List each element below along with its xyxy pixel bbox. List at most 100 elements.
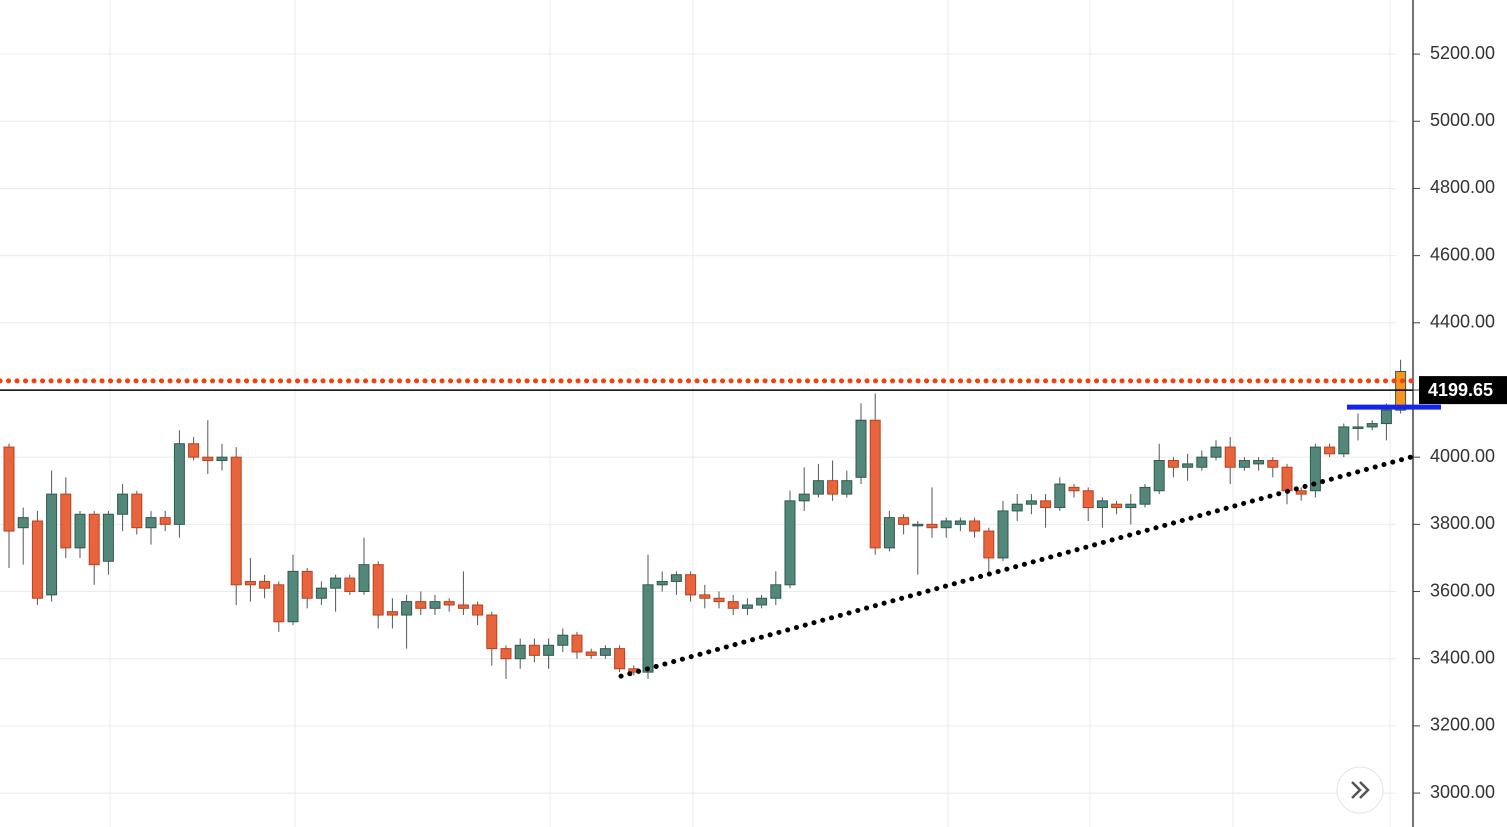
candle-body xyxy=(173,443,185,525)
candle-body xyxy=(17,517,29,529)
candle-body xyxy=(883,517,895,549)
candle-body xyxy=(1082,490,1094,509)
x-grid xyxy=(109,0,1391,827)
y-tick-label: 4400.00 xyxy=(1430,312,1495,332)
candle-body xyxy=(301,570,313,599)
candle-body xyxy=(1153,460,1165,492)
candle-body xyxy=(3,446,15,532)
candle-body xyxy=(940,520,952,529)
candle-body xyxy=(88,513,100,566)
candle-body xyxy=(287,570,299,623)
candle-body xyxy=(429,601,441,609)
candle-body xyxy=(230,456,242,586)
candle-body xyxy=(1025,500,1037,505)
candle-body xyxy=(500,648,512,660)
candle-body xyxy=(401,601,413,616)
candle-body xyxy=(656,580,668,586)
candle-body xyxy=(358,564,370,593)
candle-body xyxy=(557,634,569,646)
candle-body xyxy=(117,493,129,515)
plot: 3000.00 3200.00 3400.00 3600.00 3800.00 4000.… xyxy=(0,43,1507,802)
scroll-button[interactable] xyxy=(1336,766,1384,814)
y-tick-label: 5200.00 xyxy=(1430,43,1495,63)
candle-body xyxy=(1139,486,1151,505)
candle-body xyxy=(784,500,796,586)
candle-body xyxy=(46,493,58,596)
candle-body xyxy=(74,513,86,549)
candle-body xyxy=(60,493,72,549)
candle-body xyxy=(969,520,981,532)
candle-body xyxy=(585,651,597,656)
candle-body xyxy=(1267,460,1279,468)
candle-body xyxy=(727,601,739,609)
candle-body xyxy=(1040,500,1052,509)
candle-body xyxy=(954,520,966,525)
candle-body xyxy=(1011,503,1023,512)
candle-body xyxy=(202,456,214,462)
candle-body xyxy=(1196,456,1208,468)
candle-body xyxy=(1182,463,1194,468)
candle-body xyxy=(997,510,1009,559)
candle-body xyxy=(244,580,256,586)
candle-body xyxy=(713,597,725,603)
candle-body xyxy=(145,517,157,529)
candle-body xyxy=(415,601,427,609)
candle-body xyxy=(159,517,171,525)
candle-body xyxy=(486,614,498,650)
candle-body xyxy=(841,480,853,495)
candle-body xyxy=(528,644,540,656)
scroll-button-icon[interactable] xyxy=(1351,781,1370,799)
y-tick-label: 3800.00 xyxy=(1430,513,1495,533)
candle-body xyxy=(1253,460,1265,465)
candle-body xyxy=(642,584,654,673)
candle-body xyxy=(514,644,526,660)
candle-body xyxy=(1366,423,1378,428)
candle-body xyxy=(699,594,711,599)
candle-body xyxy=(188,443,200,458)
candle-body xyxy=(741,604,753,609)
candle-body xyxy=(926,523,938,529)
y-tick-label: 4000.00 xyxy=(1430,446,1495,466)
candle-body xyxy=(443,601,455,606)
candle-body xyxy=(756,597,768,606)
candle-body xyxy=(1224,446,1236,468)
last-price-label: 4199.65 xyxy=(1428,380,1493,400)
candle-body xyxy=(1324,446,1336,455)
candle-body xyxy=(812,480,824,495)
candle-body xyxy=(1125,503,1137,509)
candle-body xyxy=(670,574,682,582)
candle-body xyxy=(1295,490,1307,495)
candle-body xyxy=(472,604,484,616)
candle-body xyxy=(827,480,839,495)
candle-body xyxy=(259,580,271,589)
candle-body xyxy=(330,577,342,589)
y-tick-label: 5000.00 xyxy=(1430,110,1495,130)
candle-body xyxy=(386,611,398,616)
y-tick-label: 3000.00 xyxy=(1430,782,1495,802)
candle-body xyxy=(315,587,327,599)
trendline xyxy=(618,454,1414,679)
candle-body xyxy=(571,634,583,653)
candle-body xyxy=(543,644,555,656)
candle-body xyxy=(614,648,626,670)
candle-body xyxy=(344,577,356,593)
candle-body xyxy=(372,564,384,616)
y-tick-label: 4600.00 xyxy=(1430,244,1495,264)
candle-body xyxy=(1167,460,1179,468)
candle-body xyxy=(1210,446,1222,458)
candle-body xyxy=(1238,460,1250,468)
candle-body xyxy=(102,513,114,562)
candle-body xyxy=(31,520,43,599)
y-tick-label: 3200.00 xyxy=(1430,715,1495,735)
candle-body xyxy=(1380,409,1392,425)
candle-body xyxy=(898,517,910,525)
candle-body xyxy=(457,604,469,609)
last-price-box xyxy=(1419,376,1507,405)
candle-body xyxy=(685,574,697,596)
candle-body xyxy=(855,419,867,478)
candle-body xyxy=(131,493,143,529)
candle-body xyxy=(912,523,924,527)
candle-body xyxy=(1338,426,1350,455)
